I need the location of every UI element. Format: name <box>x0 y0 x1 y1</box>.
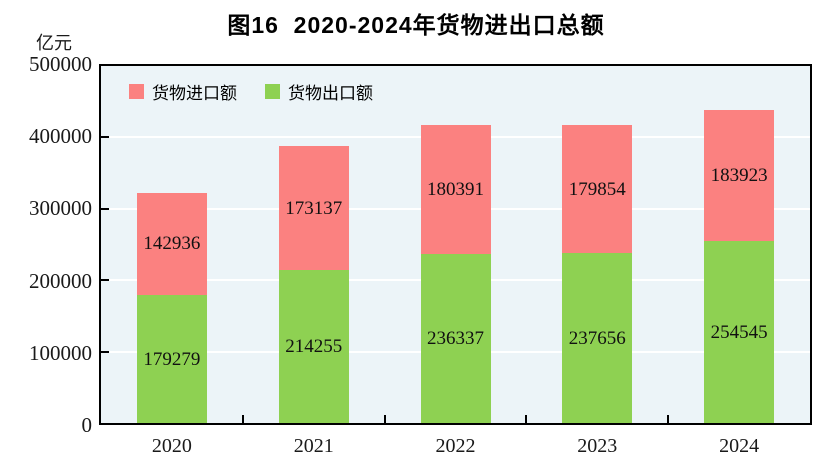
legend-label-export: 货物出口额 <box>288 84 373 103</box>
bar-value-label: 214255 <box>285 336 343 358</box>
y-tick-label: 500000 <box>29 52 92 76</box>
x-axis-tick <box>525 415 528 423</box>
bar-value-label: 179854 <box>568 178 626 200</box>
y-tick-label: 200000 <box>29 268 92 293</box>
x-tick-label: 2022 <box>435 435 476 457</box>
y-axis-tick <box>101 207 109 210</box>
bar-value-label: 180391 <box>427 179 484 201</box>
x-tick-label: 2024 <box>719 435 760 457</box>
bar-segment-import: 183923 <box>704 109 775 242</box>
y-axis-unit-label: 亿元 <box>36 33 72 53</box>
bar-segment-export: 214255 <box>278 270 349 423</box>
bar-segment-export: 237656 <box>562 253 633 423</box>
y-axis-tick <box>101 136 109 139</box>
bar-segment-export: 254545 <box>704 241 775 423</box>
chart-title: 图16 2020-2024年货物进出口总额 <box>227 12 605 38</box>
bar-segment-export: 236337 <box>420 254 491 423</box>
x-tick-label: 2023 <box>577 435 618 457</box>
bar-value-label: 183923 <box>710 165 768 187</box>
x-axis-tick <box>667 415 670 423</box>
y-tick-label: 0 <box>81 413 93 437</box>
bar-segment-import: 179854 <box>562 124 633 254</box>
bar-value-label: 142936 <box>143 233 201 255</box>
y-tick-label: 400000 <box>29 124 92 149</box>
y-tick-label: 100000 <box>29 340 92 365</box>
bar-value-label: 254545 <box>710 321 768 343</box>
legend-swatch-import-icon <box>129 84 144 99</box>
legend-label-import: 货物进口额 <box>152 84 237 103</box>
bar-value-label: 237656 <box>568 327 626 349</box>
bar-segment-import: 180391 <box>420 125 491 255</box>
x-tick-label: 2021 <box>293 435 334 457</box>
bar-value-label: 179279 <box>143 348 201 370</box>
legend-swatch-export-icon <box>265 84 280 99</box>
y-axis-tick <box>101 279 109 282</box>
bar-value-label: 173137 <box>285 197 343 219</box>
y-tick-label: 300000 <box>29 196 92 221</box>
bar-segment-import: 142936 <box>136 192 207 295</box>
x-axis-tick <box>383 415 386 423</box>
x-axis-tick <box>241 415 244 423</box>
plot-area: 179279 142936 214255 173137 236337 180391 2376… <box>99 64 812 425</box>
x-tick-label: 2020 <box>151 435 192 457</box>
legend: 货物进口额 货物出口额 <box>129 79 373 104</box>
bar-segment-import: 173137 <box>278 146 349 271</box>
bar-segment-export: 179279 <box>136 295 207 423</box>
bar-value-label: 236337 <box>427 328 484 350</box>
y-axis-tick <box>101 350 109 353</box>
